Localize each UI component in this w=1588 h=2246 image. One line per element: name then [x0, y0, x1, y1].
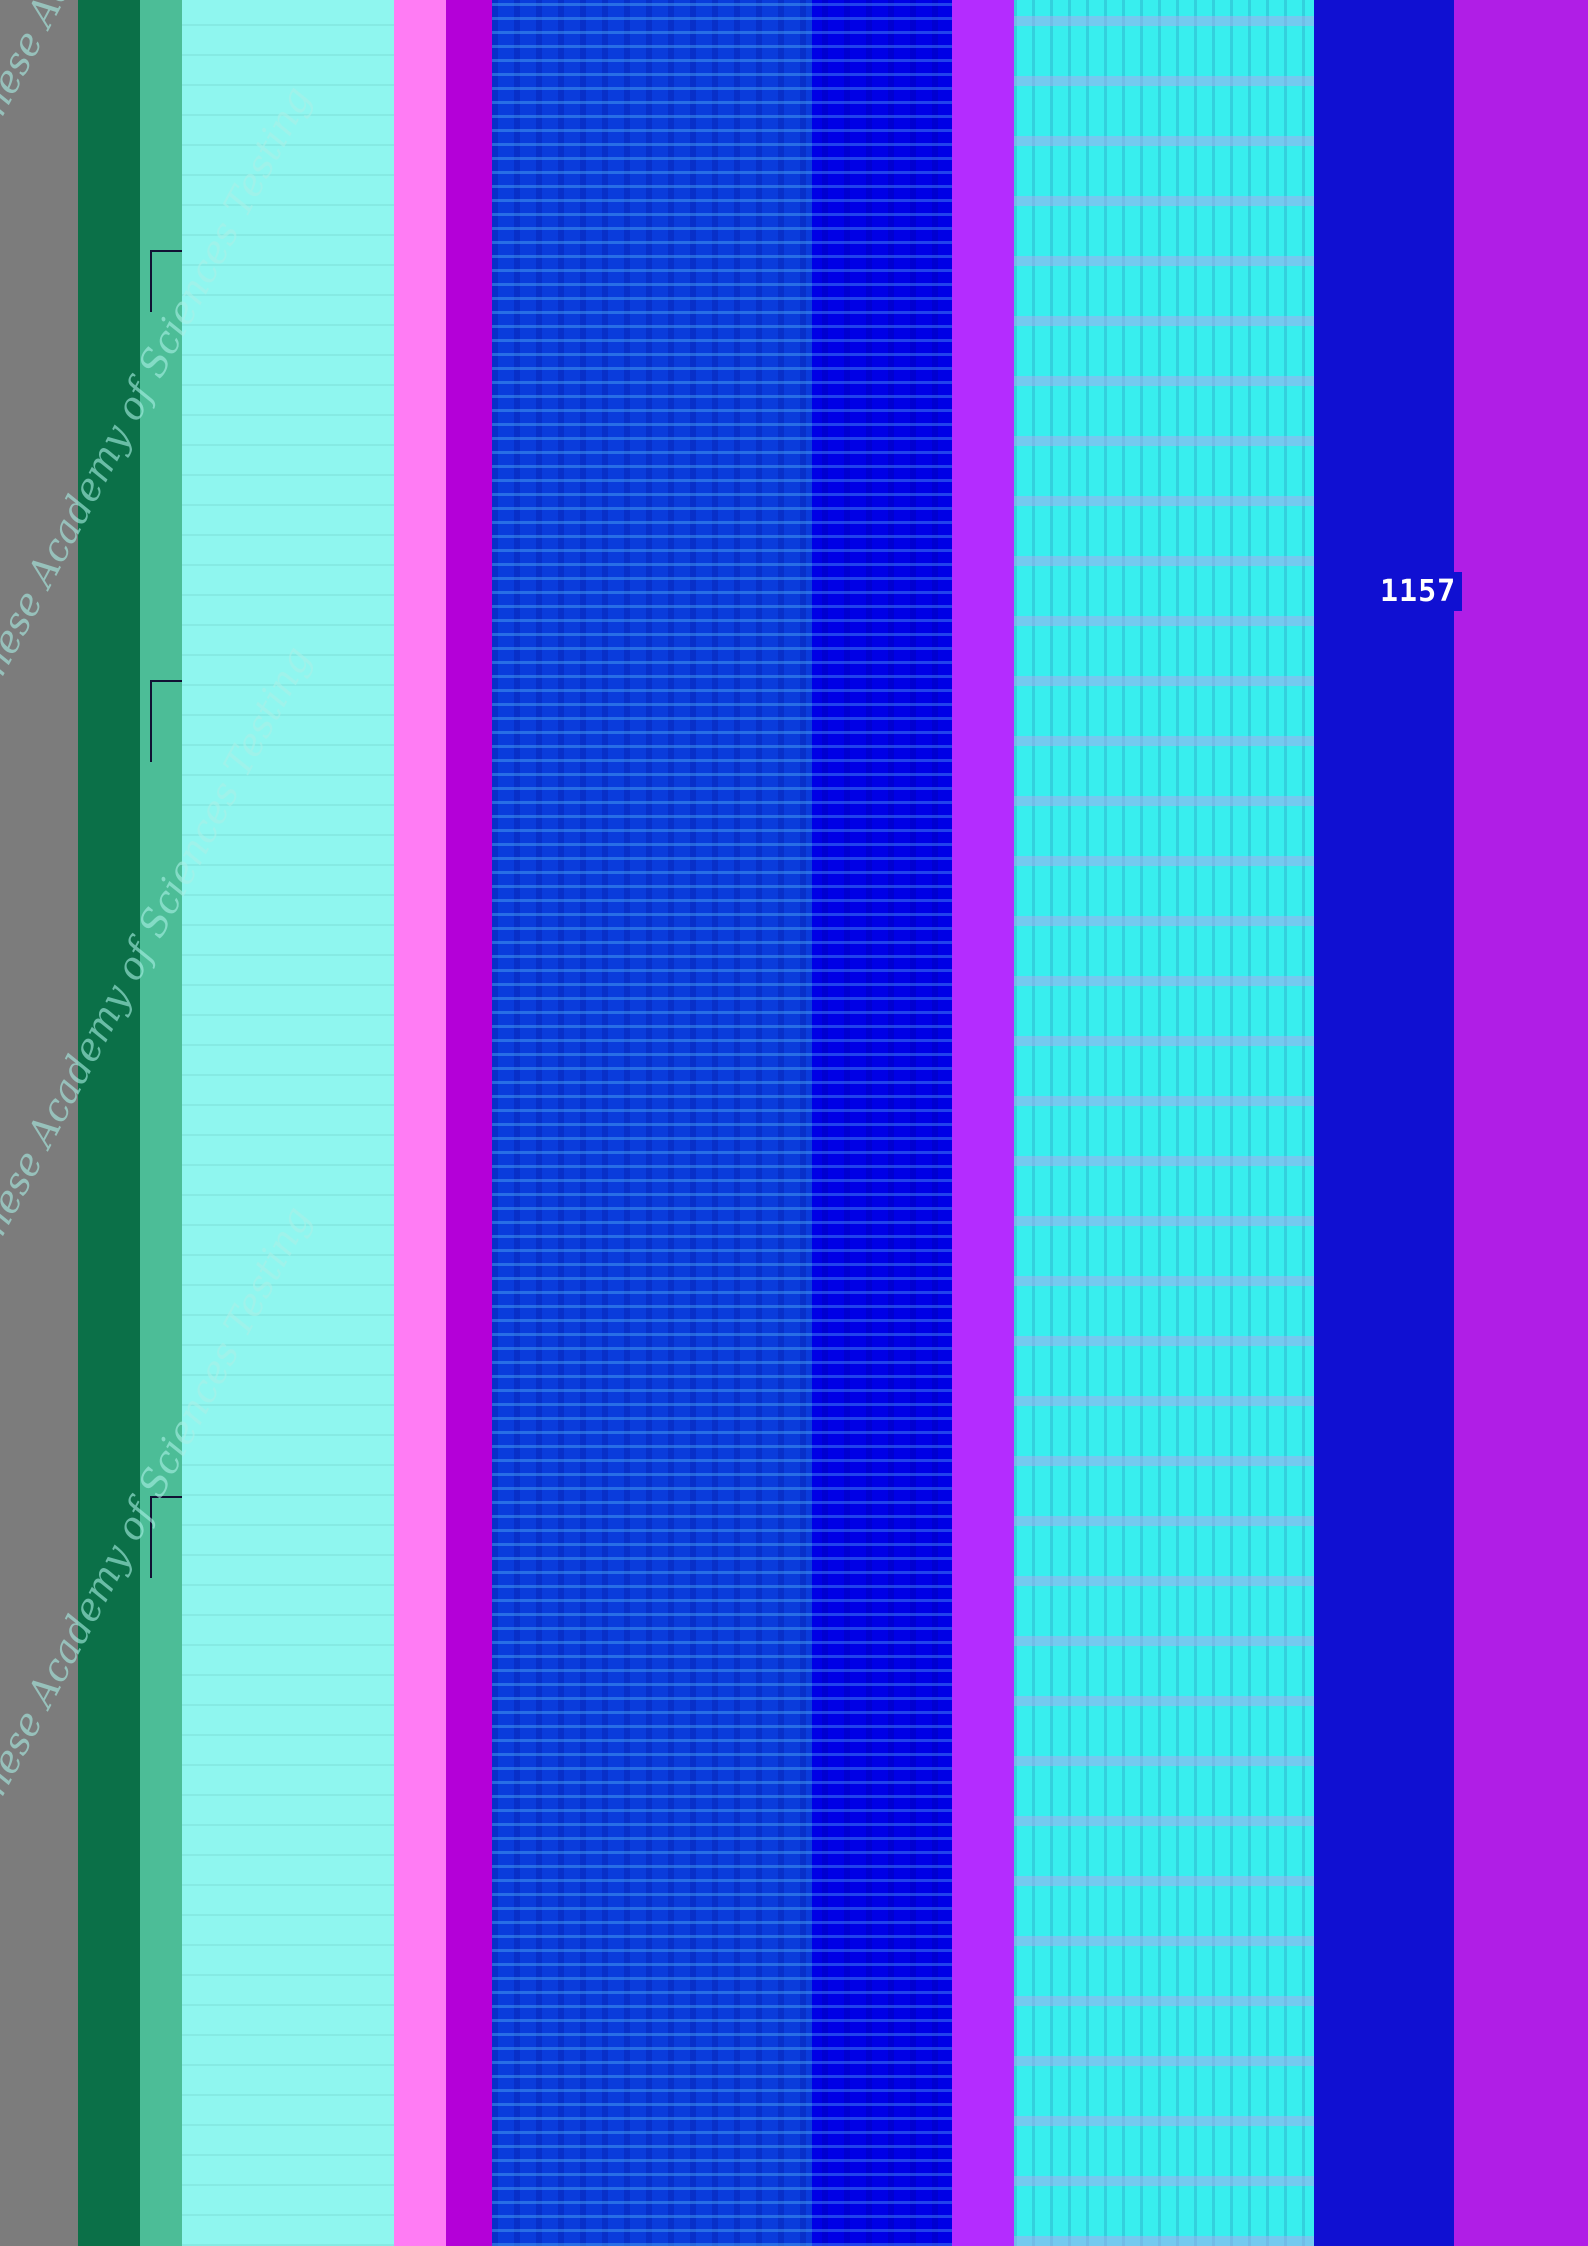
bracket-3	[150, 1496, 182, 1578]
noise-overlay-blue	[492, 0, 952, 2246]
pink-band	[394, 0, 446, 2246]
magenta-band	[1454, 0, 1588, 2246]
blue-band-1	[492, 0, 812, 2246]
number-label: 1157	[1374, 572, 1463, 611]
bracket-1	[150, 250, 182, 312]
noise-overlay-cyan	[1014, 0, 1314, 2246]
cyan-band-2	[1014, 0, 1314, 2246]
green-band	[78, 0, 140, 2246]
violet-band	[952, 0, 1014, 2246]
purple-band	[446, 0, 492, 2246]
teal-band	[140, 0, 182, 2246]
blue-band-2	[812, 0, 952, 2246]
blue-band-3	[1314, 0, 1454, 2246]
cyan-band	[182, 0, 394, 2246]
noise-overlay-left	[182, 0, 394, 2246]
bracket-2	[150, 680, 182, 762]
grey-band	[0, 0, 78, 2246]
